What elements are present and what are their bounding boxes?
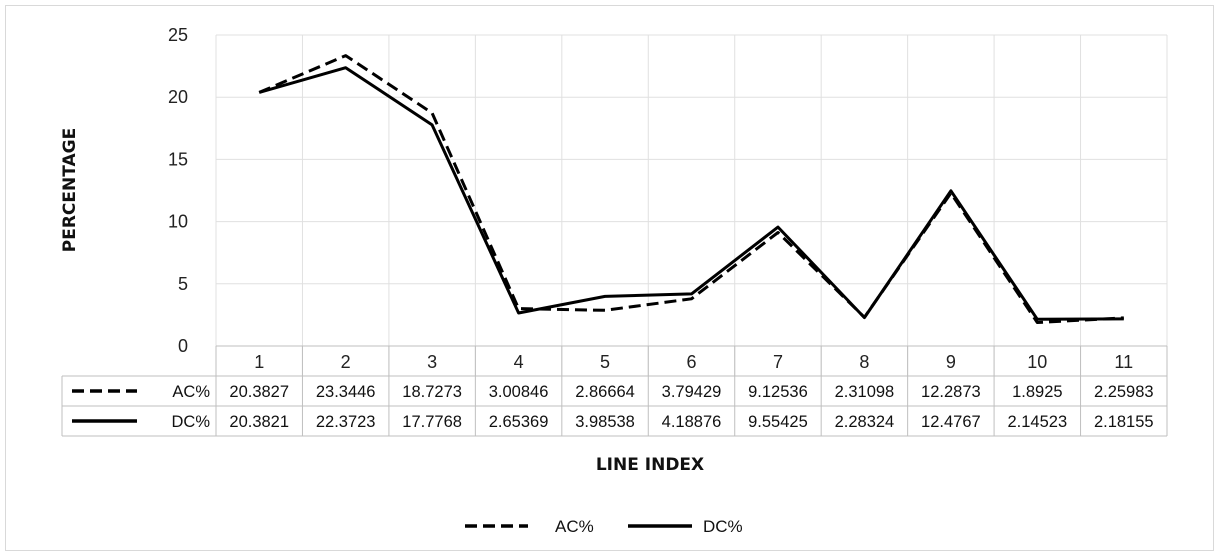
table-cell: 9.55425: [748, 413, 808, 431]
x-tick-label: 11: [1114, 352, 1133, 372]
x-tick-label: 8: [859, 352, 869, 372]
table-cell: 20.3827: [229, 383, 289, 401]
x-tick-label: 1: [254, 352, 264, 372]
x-tick-label: 9: [946, 352, 956, 372]
table-cell: 2.14523: [1007, 413, 1067, 431]
table-cell: 22.3723: [316, 413, 376, 431]
table-cell: 2.25983: [1094, 383, 1154, 401]
table-cell: 2.86664: [575, 383, 635, 401]
y-tick-label: 25: [168, 25, 188, 45]
table-cell: 2.31098: [835, 383, 895, 401]
table-cell: 20.3821: [229, 413, 289, 431]
series-line-dc: [258, 66, 1124, 321]
table-cell: 17.7768: [402, 413, 462, 431]
x-tick-label: 5: [600, 352, 610, 372]
y-tick-label: 10: [168, 212, 188, 232]
x-tick-label: 10: [1027, 352, 1047, 372]
table-cell: 3.98538: [575, 413, 635, 431]
table-cell: 2.28324: [835, 413, 895, 431]
table-series-name: DC%: [171, 413, 210, 431]
table-cell: 9.12536: [748, 383, 808, 401]
table-cell: 23.3446: [316, 383, 376, 401]
legend-label: DC%: [703, 517, 743, 536]
y-tick-label: 20: [168, 87, 188, 107]
table-cell: 2.65369: [489, 413, 549, 431]
table-series-name: AC%: [172, 383, 210, 401]
y-tick-label: 15: [168, 149, 188, 169]
x-tick-label: 7: [773, 352, 783, 372]
x-tick-label: 2: [341, 352, 351, 372]
table-cell: 1.8925: [1012, 383, 1062, 401]
series-lines: [258, 54, 1124, 324]
chart-frame: [5, 5, 1214, 551]
gridlines: [215, 34, 1168, 376]
legend-label: AC%: [555, 517, 594, 536]
table-cell: 3.00846: [489, 383, 549, 401]
y-tick-labels: 0 5 10 15 20 25: [168, 25, 188, 356]
x-axis-title: LINE INDEX: [596, 455, 704, 475]
y-tick-label: 0: [178, 336, 188, 356]
table-cell: 12.4767: [921, 413, 981, 431]
table-cell: 12.2873: [921, 383, 981, 401]
x-tick-label: 6: [686, 352, 696, 372]
y-axis-title: PERCENTAGE: [60, 128, 80, 252]
table-cell: 2.18155: [1094, 413, 1154, 431]
data-table: 1 2 3 4 5 6 7 8 9 10 11 AC% 20.3827 23.3446 18.7273 3.0…: [61, 345, 1168, 437]
table-cell: 4.18876: [662, 413, 722, 431]
table-cell: 3.79429: [662, 383, 722, 401]
x-tick-label: 3: [427, 352, 437, 372]
y-tick-label: 5: [178, 274, 188, 294]
x-tick-label: 4: [514, 352, 524, 372]
legend: AC% DC%: [465, 517, 743, 536]
table-cell: 18.7273: [402, 383, 462, 401]
